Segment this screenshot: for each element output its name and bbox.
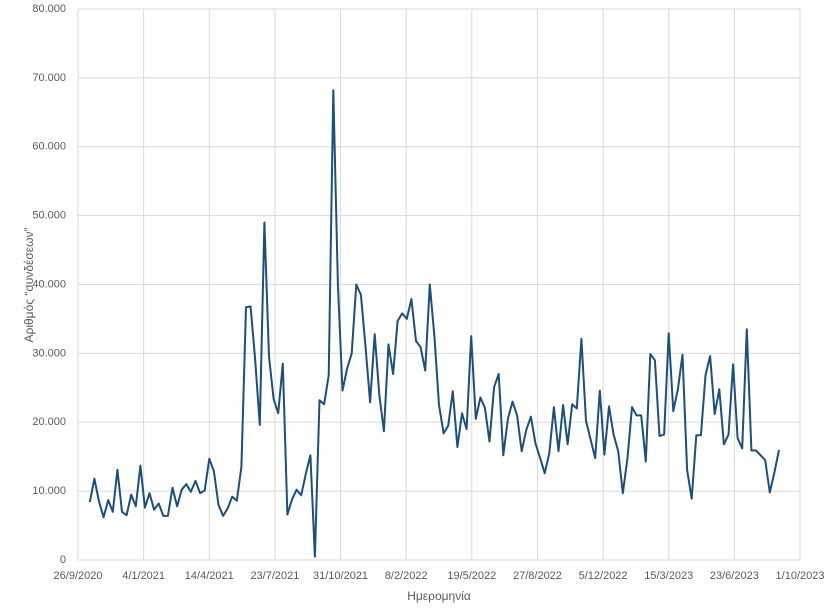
x-tick-label: 8/2/2022	[385, 570, 428, 582]
y-tick-label: 80.000	[32, 3, 66, 15]
y-tick-label: 0	[60, 554, 66, 566]
x-tick-label: 5/12/2022	[579, 570, 628, 582]
x-tick-label: 4/1/2021	[122, 570, 165, 582]
data-line	[88, 89, 780, 558]
x-tick-label: 31/10/2021	[313, 570, 368, 582]
y-tick-label: 70.000	[32, 72, 66, 84]
x-tick-label: 26/9/2020	[54, 570, 103, 582]
x-tick-label: 27/8/2022	[513, 570, 562, 582]
y-tick-label: 40.000	[32, 278, 66, 290]
x-axis-label: Ημερομηνία	[407, 589, 471, 603]
x-tick-label: 19/5/2022	[447, 570, 496, 582]
y-tick-label: 50.000	[32, 210, 66, 222]
y-tick-label: 10.000	[32, 485, 66, 497]
y-tick-label: 60.000	[32, 141, 66, 153]
x-tick-label: 14/4/2021	[185, 570, 234, 582]
y-tick-label: 30.000	[32, 347, 66, 359]
y-tick-label: 20.000	[32, 416, 66, 428]
y-axis-label: Αριθμός “συνδέσεων”	[22, 228, 36, 343]
x-tick-label: 23/7/2021	[250, 570, 299, 582]
x-tick-label: 15/3/2023	[644, 570, 693, 582]
x-tick-label: 23/6/2023	[710, 570, 759, 582]
x-tick-label: 1/10/2023	[776, 570, 825, 582]
